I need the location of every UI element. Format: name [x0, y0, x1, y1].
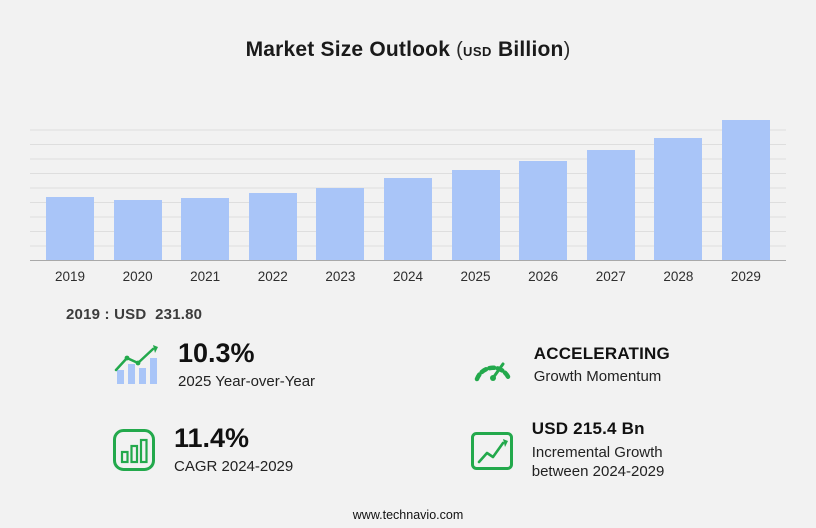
plot-area	[30, 116, 786, 261]
x-tick-2029: 2029	[730, 269, 761, 284]
x-tick-2024: 2024	[392, 269, 423, 284]
base-year-annotation: 2019 : USD 231.80	[66, 306, 203, 323]
x-tick-2026: 2026	[528, 269, 559, 284]
bar-2028	[654, 138, 703, 260]
stat-incremental-value: USD 215.4 Bn	[531, 419, 645, 439]
bar-2024	[383, 178, 432, 260]
title-text: Market Size Outlook	[245, 38, 451, 61]
units-billion: Billion	[498, 38, 564, 61]
units-paren-open: (	[456, 39, 463, 61]
bar-2027	[586, 150, 635, 260]
stat-yoy-label: 2025 Year-over-Year	[178, 372, 316, 390]
stat-cagr-value: 11.4%	[174, 423, 250, 454]
x-tick-2027: 2027	[595, 269, 626, 284]
stat-incremental-label: Incremental Growth between 2024-2029	[531, 443, 665, 481]
stat-momentum-label: Growth Momentum	[533, 368, 662, 386]
bar-2022	[248, 193, 297, 260]
stat-cagr: 11.4% CAGR 2024-2029	[112, 419, 450, 481]
bar-2025	[451, 170, 500, 260]
x-tick-2019: 2019	[54, 269, 86, 284]
x-tick-2023: 2023	[325, 269, 356, 284]
speedometer-icon	[470, 347, 516, 383]
stat-incremental: USD 215.4 Bn Incremental Growth between …	[470, 419, 756, 481]
market-size-chart: 2019 2020 2021 2022 2023 2024 2025 2026 2027 2028…	[30, 116, 786, 284]
bar-2020	[113, 200, 162, 260]
x-tick-2025: 2025	[460, 269, 491, 284]
x-tick-2020: 2020	[122, 269, 153, 284]
x-tick-2028: 2028	[663, 269, 694, 284]
stats-grid: 10.3% 2025 Year-over-Year ACCELERATING G…	[0, 338, 816, 482]
x-tick-2021: 2021	[190, 269, 221, 284]
units-paren-close: )	[563, 39, 571, 61]
bar-2026	[519, 161, 568, 260]
bar-2029	[721, 120, 770, 260]
bar-2023	[316, 188, 365, 260]
x-axis-labels: 2019 2020 2021 2022 2023 2024 2025 2026 2027 2028…	[30, 269, 786, 284]
stat-yoy: 10.3% 2025 Year-over-Year	[112, 338, 450, 391]
bar-2021	[181, 198, 230, 260]
stat-momentum: ACCELERATING Growth Momentum	[470, 339, 756, 391]
website-url: www.technavio.com	[352, 508, 464, 522]
x-tick-2022: 2022	[257, 269, 288, 284]
stat-yoy-value: 10.3%	[178, 338, 255, 368]
stat-momentum-value: ACCELERATING	[533, 343, 670, 363]
page-title: Market Size Outlook (USD Billion)	[0, 38, 816, 62]
bar-growth-icon	[112, 344, 160, 386]
units-usd: USD	[463, 44, 492, 59]
cagr-chart-icon	[112, 428, 156, 472]
stat-cagr-label: CAGR 2024-2029	[174, 457, 294, 475]
incremental-growth-icon	[470, 428, 514, 472]
bar-2019	[46, 197, 94, 260]
